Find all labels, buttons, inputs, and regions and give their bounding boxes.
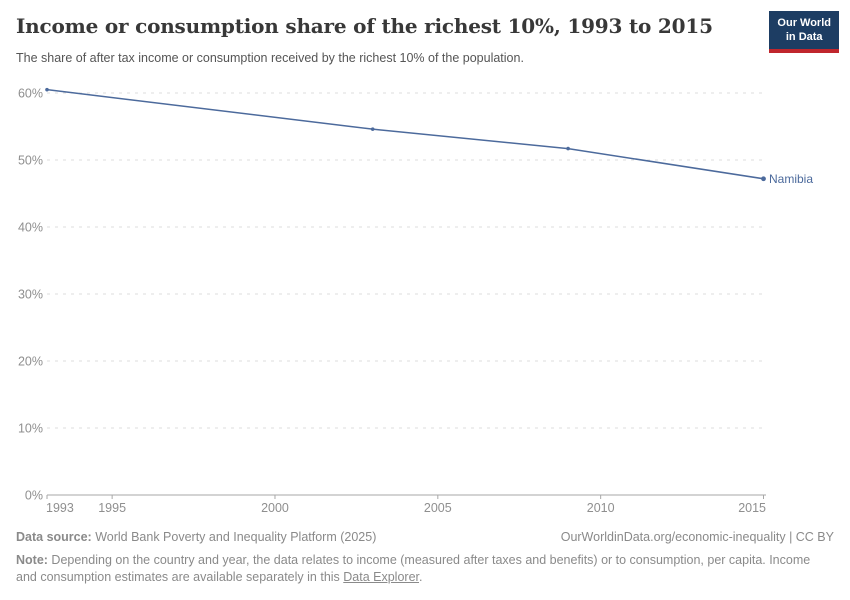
data-source: Data source: World Bank Poverty and Ineq… xyxy=(16,529,376,546)
data-point xyxy=(370,127,375,131)
x-tick-label: 2000 xyxy=(261,501,289,515)
footnote: Note: Depending on the country and year,… xyxy=(16,552,834,586)
line-chart: 0% 10% 20% 30% 40% 50% 60% 1993 1995 2000 2005 2010… xyxy=(18,87,813,516)
owid-citation-link[interactable]: OurWorldinData.org/economic-inequality |… xyxy=(560,530,834,544)
y-tick-label: 20% xyxy=(18,355,43,369)
note-tail: . xyxy=(419,569,423,584)
data-point xyxy=(761,176,766,182)
x-tick-label: 2015 xyxy=(738,501,766,515)
y-tick-label: 60% xyxy=(18,87,43,101)
data-source-label: Data source: xyxy=(16,530,92,544)
page-subtitle: The share of after tax income or consump… xyxy=(16,51,524,65)
data-explorer-link[interactable]: Data Explorer xyxy=(343,569,419,584)
owid-logo[interactable]: Our World in Data xyxy=(769,11,839,53)
x-tick-label: 2010 xyxy=(587,501,615,515)
owid-logo-line1: Our World xyxy=(777,17,831,29)
footer: Data source: World Bank Poverty and Ineq… xyxy=(16,529,834,586)
data-point xyxy=(45,87,49,92)
y-tick-label: 50% xyxy=(18,154,43,168)
series-line-namibia xyxy=(46,88,765,180)
owid-logo-line2: in Data xyxy=(785,31,823,44)
note-text: Depending on the country and year, the d… xyxy=(16,552,811,584)
source-row: Data source: World Bank Poverty and Ineq… xyxy=(16,529,834,546)
y-tick-label: 30% xyxy=(18,288,43,302)
y-tick-label: 0% xyxy=(25,489,43,503)
data-point xyxy=(566,146,570,151)
data-source-value: World Bank Poverty and Inequality Platfo… xyxy=(91,530,377,544)
series-end-label: Namibia xyxy=(769,172,813,186)
x-tick-label: 1995 xyxy=(98,501,126,515)
x-tick-label: 1993 xyxy=(46,501,74,515)
x-tick-label: 2005 xyxy=(424,501,452,515)
y-tick-label: 40% xyxy=(18,221,43,235)
page-title: Income or consumption share of the riche… xyxy=(16,14,713,38)
y-tick-label: 10% xyxy=(18,422,43,436)
note-label: Note: xyxy=(16,552,48,567)
